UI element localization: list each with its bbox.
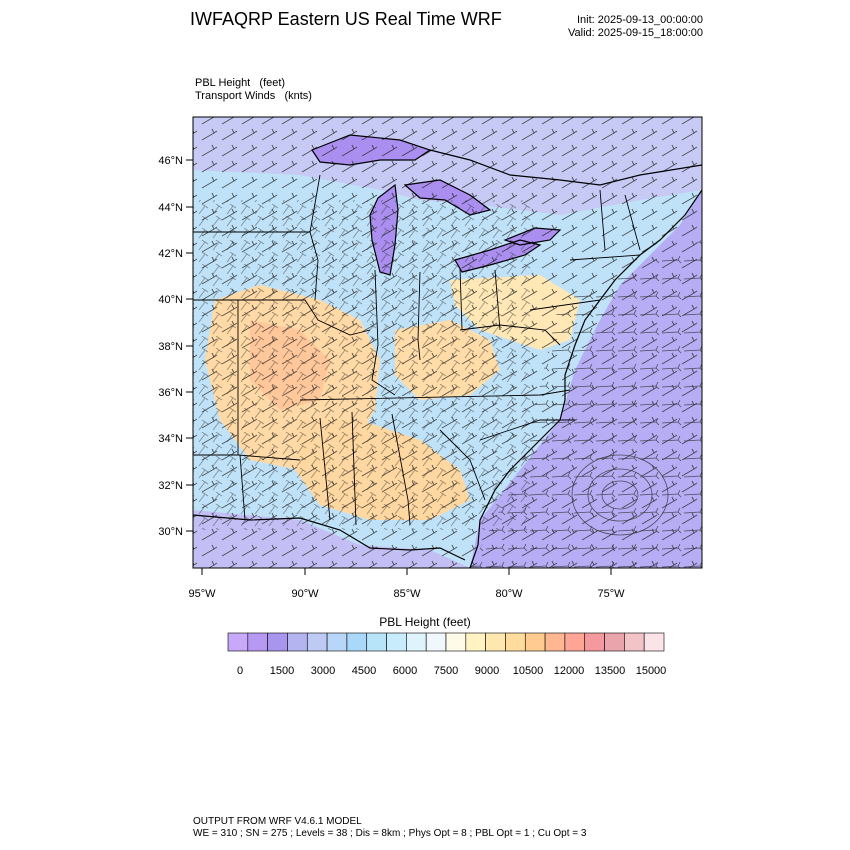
lat-label: 40°N [158,294,183,306]
colorbar-box [306,632,328,652]
init-time: Init: 2025-09-13_00:00:00 [577,14,703,26]
lat-label: 46°N [158,155,183,167]
lon-labels: 95°W 90°W 85°W 80°W 75°W [188,588,625,600]
colorbar-box [544,632,566,652]
colorbar-box [584,632,605,652]
colorbar-box [624,632,645,652]
colorbar-box [366,632,387,652]
lon-label: 95°W [188,588,216,600]
colorbar-box [643,632,665,652]
lon-ticks [201,568,612,575]
colorbar-box [386,632,407,652]
variable-label-winds: Transport Winds (knts) [195,90,312,102]
map-frame [192,116,703,569]
lat-ticks [186,159,193,532]
state-borders [193,174,641,526]
colorbar [227,632,665,652]
variable-label-pbl: PBL Height (feet) [195,77,286,89]
lat-label: 30°N [158,526,183,538]
lon-label: 75°W [597,588,625,600]
colorbar-box [406,632,427,652]
colorbar-tick-label: 9000 [475,665,499,677]
colorbar-box [505,632,526,652]
colorbar-tick-label: 0 [237,665,243,677]
model-info: OUTPUT FROM WRF V4.6.1 MODEL [193,816,362,827]
colorbar-box [445,632,467,652]
colorbar-box [564,632,586,652]
valid-time: Valid: 2025-09-15_18:00:00 [568,27,703,39]
colorbar-box [465,632,486,652]
coastlines [193,134,702,568]
colorbar-tick-label: 6000 [393,665,417,677]
colorbar-box [247,632,268,652]
lat-label: 42°N [158,248,183,260]
colorbar-box [425,632,447,652]
colorbar-tick-label: 10500 [513,665,544,677]
colorbar-box [524,632,546,652]
colorbar-box [227,632,249,652]
colorbar-tick-label: 13500 [595,665,626,677]
colorbar-box [604,632,625,652]
colorbar-labels: 0 1500 3000 4500 6000 7500 9000 10500 12… [237,665,666,677]
map-title: IWFAQRP Eastern US Real Time WRF [190,9,502,29]
lat-label: 44°N [158,202,183,214]
lat-label: 38°N [158,341,183,353]
model-config: WE = 310 ; SN = 275 ; Levels = 38 ; Dis … [193,828,587,839]
colorbar-tick-label: 3000 [311,665,335,677]
colorbar-tick-label: 12000 [554,665,585,677]
lat-labels: 46°N 44°N 42°N 40°N 38°N 36°N 34°N 32°N … [158,155,183,538]
colorbar-tick-label: 4500 [352,665,376,677]
colorbar-box [485,632,506,652]
colorbar-box [346,632,368,652]
lat-label: 34°N [158,433,183,445]
colorbar-tick-label: 1500 [270,665,294,677]
lat-label: 36°N [158,387,183,399]
colorbar-box [287,632,308,652]
colorbar-box [326,632,348,652]
lon-label: 85°W [393,588,421,600]
colorbar-tick-label: 7500 [434,665,458,677]
map-field [193,117,702,568]
colorbar-box [267,632,288,652]
atlantic-swirl [571,454,669,536]
lon-label: 90°W [291,588,319,600]
colorbar-title: PBL Height (feet) [379,615,471,629]
lon-label: 80°W [495,588,523,600]
colorbar-tick-label: 15000 [636,665,667,677]
lat-label: 32°N [158,480,183,492]
